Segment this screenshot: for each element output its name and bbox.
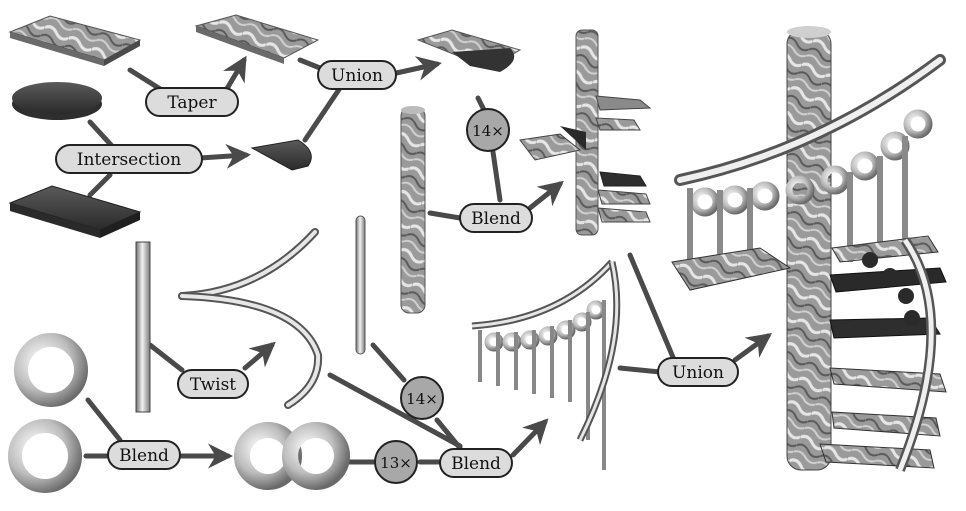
svg-text:14×: 14× [406,390,438,408]
final-staircase [671,26,947,472]
svg-text:Blend: Blend [451,454,501,474]
count-loops: 13× [374,440,418,484]
railing-loops [471,259,621,470]
svg-text:Blend: Blend [119,446,169,466]
label-twist: Twist [177,369,249,399]
connectors [83,55,773,469]
slab-dark [8,185,142,238]
label-blend-rail: Blend [439,448,513,478]
disc-dark [12,82,102,120]
torus-1 [14,333,88,407]
svg-text:14×: 14× [472,122,504,140]
svg-text:Intersection: Intersection [77,150,181,170]
label-union-final: Union [657,357,739,387]
bar-vertical [135,241,151,413]
svg-text:Twist: Twist [190,375,236,395]
label-blend-torus: Blend [107,440,181,470]
label-taper: Taper [145,87,239,117]
torus-2 [8,419,82,493]
wedge-intersection [250,139,312,171]
svg-text:Union: Union [331,66,383,86]
spiral-steps-small [519,29,652,236]
label-intersection: Intersection [55,144,203,174]
label-blend-steps: Blend [459,203,533,233]
twisted-rail [178,228,323,409]
svg-text:Blend: Blend [471,209,521,229]
step-union [416,29,522,72]
slab-marble-1 [8,15,142,66]
count-posts: 14× [400,376,444,420]
svg-text:Union: Union [672,363,724,383]
svg-text:Taper: Taper [167,93,217,113]
rod-vertical [355,215,366,355]
torus-blended [234,422,350,490]
slab-marble-tapered [194,14,320,64]
column-marble [400,106,426,314]
svg-text:13×: 13× [380,454,412,472]
label-union-top: Union [317,60,397,90]
count-steps: 14× [466,108,510,152]
